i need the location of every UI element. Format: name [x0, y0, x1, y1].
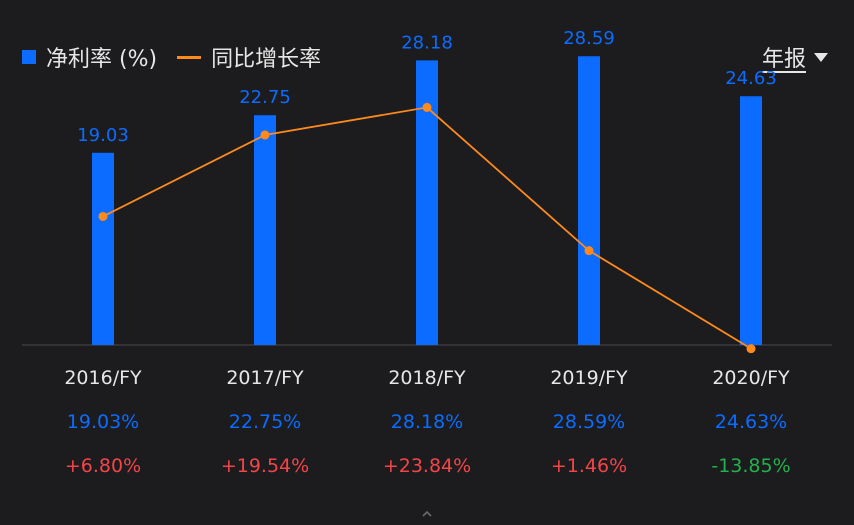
x-tick-label: 2017/FY: [226, 367, 304, 389]
net-margin-cell: 28.59%: [553, 411, 625, 433]
growth-point-2016/FY: [98, 211, 108, 221]
growth-point-2020/FY: [746, 344, 756, 354]
bar-value-label: 28.18: [401, 32, 453, 53]
bar-value-label: 24.63: [725, 68, 777, 89]
growth-legend-swatch: [177, 55, 202, 59]
x-tick-label: 2018/FY: [388, 367, 466, 389]
bar-2016/FY: [92, 152, 114, 345]
growth-rate-cell: +23.84%: [383, 455, 471, 477]
net-margin-cell: 28.18%: [391, 411, 463, 433]
x-tick-label: 2019/FY: [550, 367, 628, 389]
growth-rate-cell: +1.46%: [551, 455, 627, 477]
chevron-up-icon[interactable]: [422, 509, 432, 519]
net-margin-legend-swatch: [22, 50, 36, 64]
bar-2017/FY: [254, 115, 276, 345]
growth-point-2017/FY: [260, 130, 270, 140]
x-tick-label: 2020/FY: [712, 367, 790, 389]
net-margin-cell: 24.63%: [715, 411, 787, 433]
caret-down-icon[interactable]: [814, 52, 828, 62]
growth-rate-cell: +6.80%: [65, 455, 141, 477]
bar-2018/FY: [416, 60, 438, 346]
bar-value-label: 28.59: [563, 28, 615, 49]
growth-point-2019/FY: [584, 246, 594, 256]
growth-rate-cell: +19.54%: [221, 455, 309, 477]
growth-point-2018/FY: [422, 102, 432, 112]
period-selector[interactable]: 年报: [762, 40, 828, 74]
net-margin-cell: 22.75%: [229, 411, 301, 433]
bar-value-label: 22.75: [239, 87, 291, 108]
growth-rate-cell: -13.85%: [711, 455, 790, 477]
net-margin-cell: 19.03%: [67, 411, 139, 433]
net-margin-legend-label: 净利率 (%): [46, 47, 158, 72]
bar-2020/FY: [740, 96, 762, 345]
growth-legend-label: 同比增长率: [211, 47, 322, 72]
x-tick-label: 2016/FY: [64, 367, 142, 389]
period-selector-label[interactable]: 年报: [761, 47, 806, 72]
chart-legend: 净利率 (%) 同比增长率: [22, 40, 321, 74]
bar-2019/FY: [578, 56, 600, 346]
bar-value-label: 19.03: [77, 125, 129, 146]
